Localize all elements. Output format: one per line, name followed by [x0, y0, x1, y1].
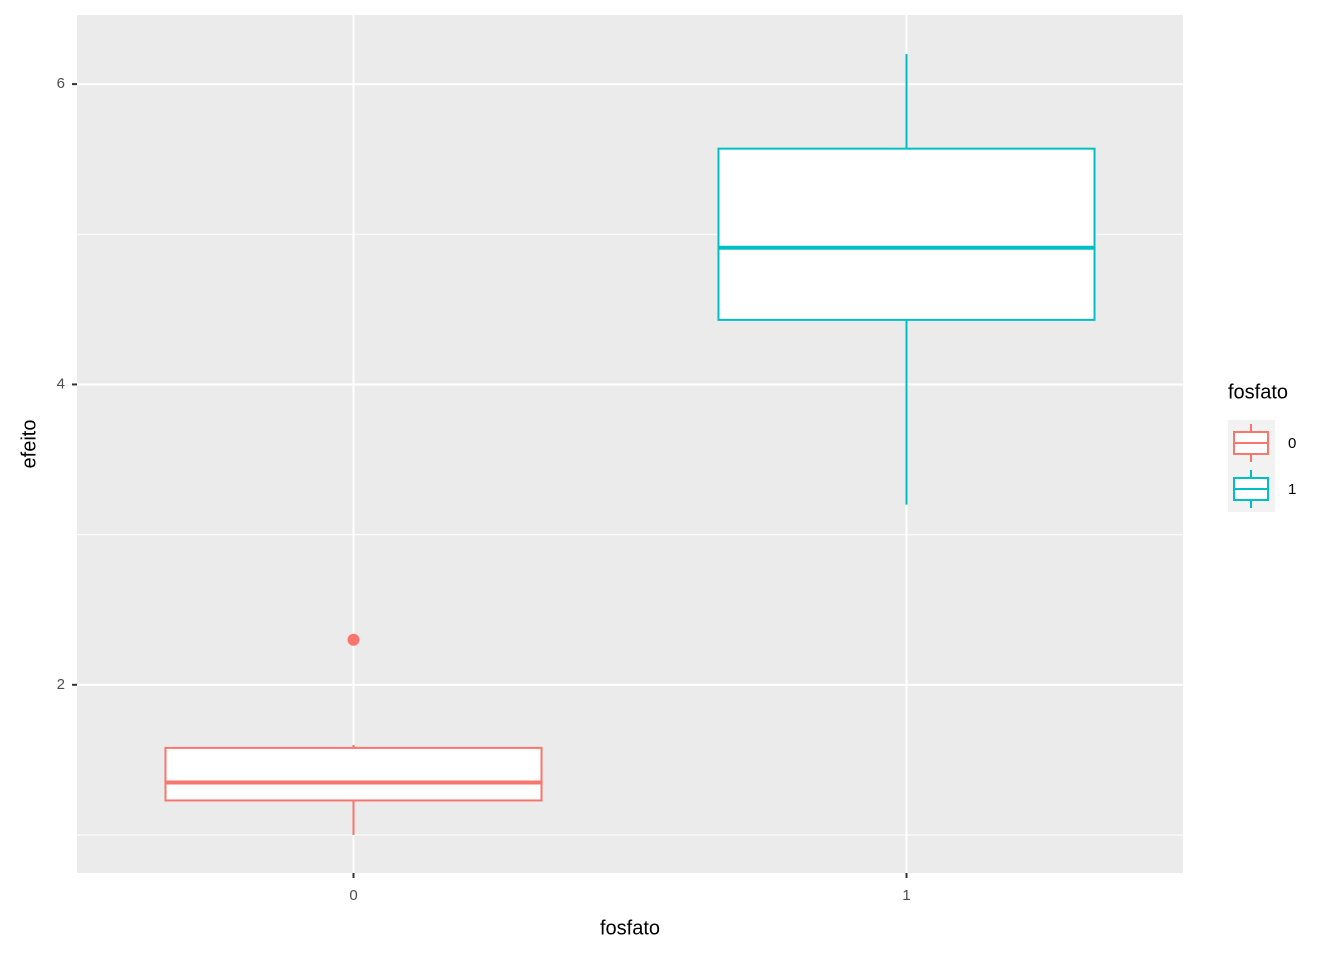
- outlier: [347, 633, 360, 646]
- y-tick-label: 6: [57, 75, 65, 92]
- panel: [77, 15, 1183, 873]
- legend-label: 0: [1288, 435, 1296, 452]
- legend-label: 1: [1288, 481, 1296, 498]
- x-axis-title: fosfato: [600, 917, 660, 939]
- y-tick-label: 4: [57, 375, 65, 392]
- legend-title: fosfato: [1228, 381, 1288, 403]
- x-tick-label: 1: [902, 887, 910, 904]
- box: [164, 746, 543, 802]
- box: [717, 147, 1096, 321]
- y-tick-label: 2: [57, 676, 65, 693]
- y-axis-title: efeito: [18, 420, 40, 469]
- x-tick-label: 0: [349, 887, 357, 904]
